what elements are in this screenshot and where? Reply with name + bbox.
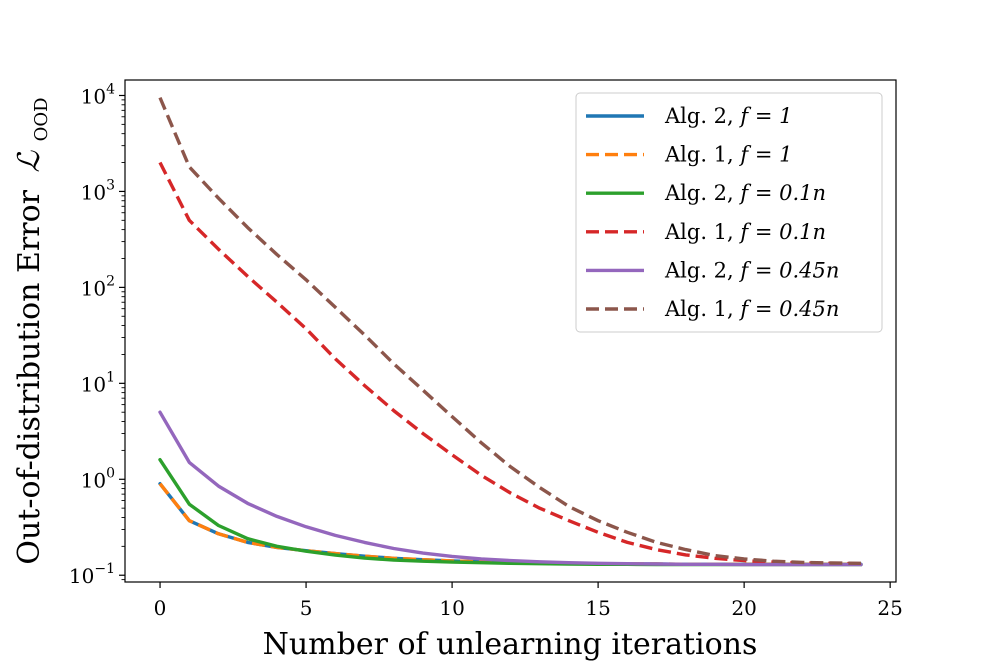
y-tick-label: 103 bbox=[81, 177, 115, 204]
plot-frame bbox=[124, 79, 897, 583]
x-tick-label: 20 bbox=[731, 596, 756, 620]
y-axis-label-subscript: OOD bbox=[31, 97, 52, 141]
x-tick-label: 25 bbox=[877, 596, 902, 620]
x-tick-label: 15 bbox=[585, 596, 610, 620]
y-tick-label: 102 bbox=[81, 273, 115, 300]
y-tick-label: 100 bbox=[81, 465, 115, 492]
x-tick-label: 10 bbox=[439, 596, 464, 620]
legend-label-3: Alg. 2, f = 0.1n bbox=[664, 181, 826, 205]
x-axis-label: Number of unlearning iterations bbox=[263, 627, 758, 662]
legend-label-1: Alg. 2, f = 1 bbox=[664, 104, 792, 128]
y-axis-ticks: 10−1 100 101 102 103 104 bbox=[69, 81, 125, 588]
legend-box bbox=[575, 92, 883, 333]
x-tick-label: 0 bbox=[154, 596, 167, 620]
x-axis-ticks: 0 5 10 15 20 25 bbox=[154, 582, 903, 620]
y-axis-label: Out-of-distribution Error ℒ OOD bbox=[12, 97, 52, 564]
legend: Alg. 2, f = 1 Alg. 1, f = 1 Alg. 2, f = 0.… bbox=[575, 92, 883, 333]
legend-label-6: Alg. 1, f = 0.45n bbox=[664, 297, 839, 321]
legend-label-4: Alg. 1, f = 0.1n bbox=[664, 220, 826, 244]
legend-label-5: Alg. 2, f = 0.45n bbox=[664, 258, 839, 282]
series-layer bbox=[158, 96, 863, 567]
y-tick-label: 10−1 bbox=[69, 561, 115, 588]
series-line-5 bbox=[158, 410, 863, 567]
legend-label-2: Alg. 1, f = 1 bbox=[664, 143, 792, 167]
y-axis-label-text: Out-of-distribution Error bbox=[12, 189, 47, 564]
y-axis-label-symbol: ℒ bbox=[12, 149, 47, 172]
y-tick-label: 104 bbox=[81, 81, 115, 108]
series-line-6 bbox=[158, 96, 862, 565]
y-tick-label: 101 bbox=[81, 369, 115, 396]
axes-layer bbox=[124, 79, 897, 583]
x-tick-label: 5 bbox=[300, 596, 313, 620]
